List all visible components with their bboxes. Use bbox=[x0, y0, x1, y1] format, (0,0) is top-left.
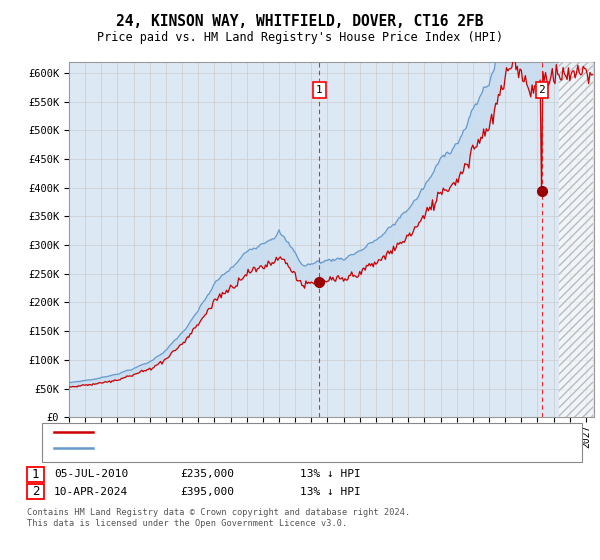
Text: 1: 1 bbox=[316, 85, 323, 95]
Text: 2: 2 bbox=[32, 485, 39, 498]
Text: £395,000: £395,000 bbox=[180, 487, 234, 497]
Text: 13% ↓ HPI: 13% ↓ HPI bbox=[300, 487, 361, 497]
Text: Contains HM Land Registry data © Crown copyright and database right 2024.
This d: Contains HM Land Registry data © Crown c… bbox=[27, 508, 410, 528]
Text: 1: 1 bbox=[32, 468, 39, 481]
Text: 2: 2 bbox=[538, 85, 545, 95]
Text: £235,000: £235,000 bbox=[180, 469, 234, 479]
Text: 24, KINSON WAY, WHITFIELD, DOVER, CT16 2FB (detached house): 24, KINSON WAY, WHITFIELD, DOVER, CT16 2… bbox=[99, 427, 453, 437]
Text: 24, KINSON WAY, WHITFIELD, DOVER, CT16 2FB: 24, KINSON WAY, WHITFIELD, DOVER, CT16 2… bbox=[116, 14, 484, 29]
Text: 05-JUL-2010: 05-JUL-2010 bbox=[54, 469, 128, 479]
Text: HPI: Average price, detached house, Dover: HPI: Average price, detached house, Dove… bbox=[99, 443, 345, 453]
Text: 13% ↓ HPI: 13% ↓ HPI bbox=[300, 469, 361, 479]
Text: 10-APR-2024: 10-APR-2024 bbox=[54, 487, 128, 497]
Text: Price paid vs. HM Land Registry's House Price Index (HPI): Price paid vs. HM Land Registry's House … bbox=[97, 31, 503, 44]
